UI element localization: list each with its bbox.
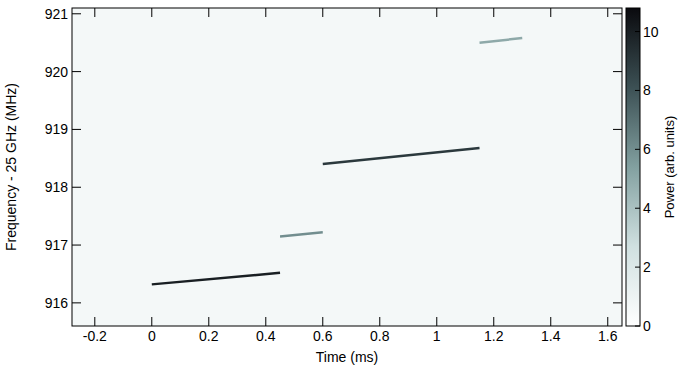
colorbar-tick-label: 10 — [643, 24, 659, 40]
x-tick-label: 1.2 — [484, 328, 504, 344]
x-tick-label: 0.8 — [370, 328, 390, 344]
x-tick-label: -0.2 — [83, 328, 107, 344]
y-tick-right — [613, 13, 622, 14]
y-tick — [72, 245, 81, 246]
y-tick — [72, 302, 81, 303]
x-axis-title: Time (ms) — [316, 349, 378, 365]
colorbar-tick-label: 6 — [643, 141, 651, 157]
plot-frame — [72, 8, 622, 326]
colorbar — [626, 8, 640, 326]
y-tick-label: 921 — [45, 6, 69, 22]
x-tick — [208, 317, 209, 326]
x-tick-top — [151, 8, 152, 17]
colorbar-tick-label: 0 — [643, 318, 651, 334]
x-tick-label: 0.6 — [313, 328, 333, 344]
x-tick-top — [265, 8, 266, 17]
x-tick-label: 0.2 — [199, 328, 219, 344]
plot-bg — [72, 8, 622, 326]
x-tick — [550, 317, 551, 326]
y-tick-label: 919 — [45, 121, 69, 137]
y-tick-label: 920 — [45, 64, 69, 80]
colorbar-title: Power (arb. units) — [662, 116, 677, 219]
x-tick — [607, 317, 608, 326]
x-tick-top — [322, 8, 323, 17]
y-tick-right — [613, 245, 622, 246]
y-tick — [72, 129, 81, 130]
x-tick-label: 1 — [433, 328, 441, 344]
x-tick-top — [550, 8, 551, 17]
y-tick-label: 916 — [45, 295, 69, 311]
colorbar-tick — [635, 149, 640, 150]
x-tick — [151, 317, 152, 326]
signal-track — [480, 38, 523, 43]
x-tick — [265, 317, 266, 326]
y-tick-label: 918 — [45, 179, 69, 195]
x-tick-label: 0.4 — [256, 328, 276, 344]
colorbar-tick — [635, 31, 640, 32]
y-tick-label: 917 — [45, 237, 69, 253]
y-tick-right — [613, 187, 622, 188]
colorbar-tick-label: 2 — [643, 259, 651, 275]
x-tick — [436, 317, 437, 326]
y-tick — [72, 187, 81, 188]
colorbar-tick-label: 8 — [643, 82, 651, 98]
colorbar-tick — [635, 208, 640, 209]
x-tick-top — [436, 8, 437, 17]
x-tick-label: 1.6 — [598, 328, 618, 344]
x-tick-label: 1.4 — [541, 328, 561, 344]
y-tick-right — [613, 129, 622, 130]
x-tick-top — [208, 8, 209, 17]
y-axis-title: Frequency - 25 GHz (MHz) — [3, 83, 19, 251]
x-tick-top — [94, 8, 95, 17]
colorbar-tick — [635, 267, 640, 268]
x-tick — [322, 317, 323, 326]
y-tick — [72, 71, 81, 72]
x-tick-top — [607, 8, 608, 17]
x-tick — [379, 317, 380, 326]
tracks — [152, 38, 522, 284]
y-tick — [72, 13, 81, 14]
colorbar-tick — [635, 326, 640, 327]
y-tick-right — [613, 302, 622, 303]
colorbar-tick-label: 4 — [643, 200, 651, 216]
x-tick — [493, 317, 494, 326]
y-tick-right — [613, 71, 622, 72]
x-tick-top — [379, 8, 380, 17]
colorbar-tick — [635, 90, 640, 91]
x-tick-top — [493, 8, 494, 17]
signal-track — [280, 232, 323, 236]
x-tick-label: 0 — [148, 328, 156, 344]
x-tick — [94, 317, 95, 326]
signal-track — [152, 273, 280, 285]
chart: -0.2 0 0.2 0.4 0.6 0.8 1 1.2 1.4 1.6 916 917 918 919 9… — [0, 0, 679, 366]
signal-track — [323, 148, 480, 164]
